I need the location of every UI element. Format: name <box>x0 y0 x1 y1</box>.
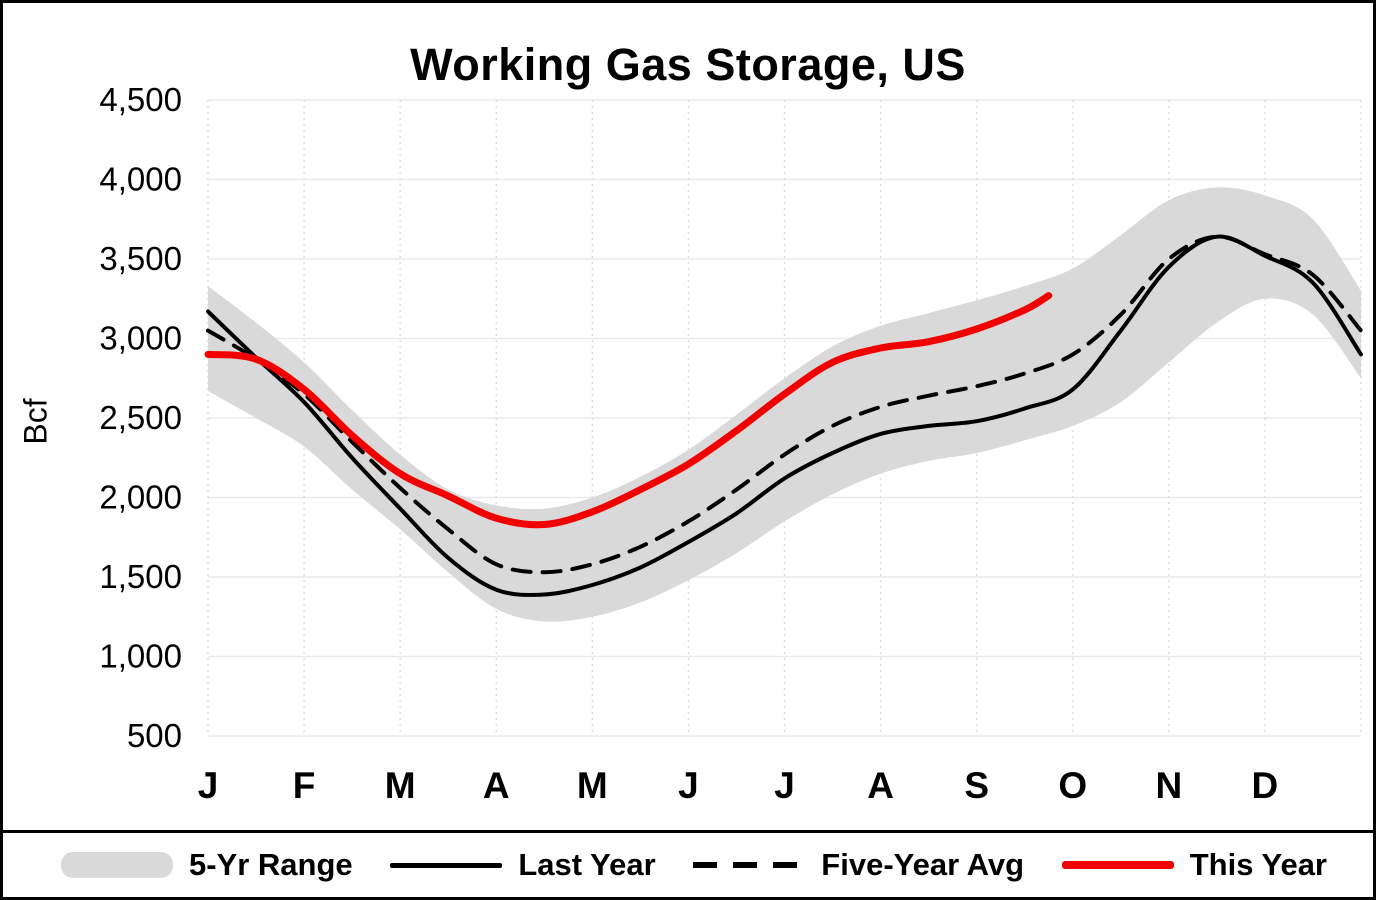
svg-text:D: D <box>1252 765 1279 806</box>
svg-text:F: F <box>293 765 316 806</box>
svg-text:M: M <box>577 765 608 806</box>
chart-title: Working Gas Storage, US <box>410 39 966 90</box>
legend-item-this-year: This Year <box>1061 847 1327 883</box>
legend-label-five-year-avg: Five-Year Avg <box>821 847 1025 882</box>
legend-label-last-year: Last Year <box>518 847 656 882</box>
svg-text:3,500: 3,500 <box>99 240 182 277</box>
svg-text:J: J <box>774 765 795 806</box>
svg-text:O: O <box>1058 765 1087 806</box>
svg-text:A: A <box>483 765 510 806</box>
legend-label-5yr-range: 5-Yr Range <box>189 847 353 882</box>
svg-text:1,500: 1,500 <box>99 558 182 595</box>
svg-text:2,000: 2,000 <box>99 479 182 516</box>
dashed-line-swatch-icon <box>693 862 806 868</box>
range-band-swatch-icon <box>61 852 173 878</box>
svg-text:4,000: 4,000 <box>99 161 182 198</box>
svg-text:4,500: 4,500 <box>99 81 182 118</box>
legend-item-5yr-range: 5-Yr Range <box>61 847 353 883</box>
svg-text:3,000: 3,000 <box>99 320 182 357</box>
svg-text:2,500: 2,500 <box>99 399 182 436</box>
legend-item-five-year-avg: Five-Year Avg <box>693 847 1024 883</box>
svg-text:A: A <box>867 765 894 806</box>
svg-text:J: J <box>198 765 219 806</box>
plot-area: 4,500 4,000 3,500 3,000 2,500 2,000 1,500 1,000… <box>99 81 1363 806</box>
legend-item-last-year: Last Year <box>390 847 656 883</box>
svg-text:500: 500 <box>127 717 182 754</box>
svg-text:N: N <box>1155 765 1182 806</box>
solid-line-swatch-icon <box>390 862 503 868</box>
red-line-swatch-icon <box>1061 861 1174 869</box>
svg-text:J: J <box>678 765 699 806</box>
legend-label-this-year: This Year <box>1189 847 1327 882</box>
svg-text:1,000: 1,000 <box>99 638 182 675</box>
legend: 5-Yr Range Last Year Five-Year Avg This … <box>3 830 1373 897</box>
svg-text:S: S <box>964 765 989 806</box>
svg-text:M: M <box>385 765 416 806</box>
